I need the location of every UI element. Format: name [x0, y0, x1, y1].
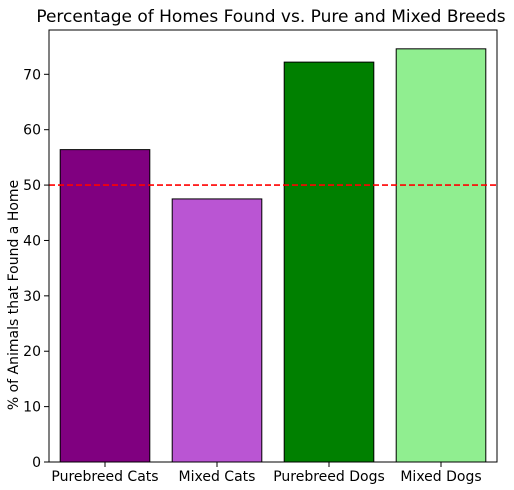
- y-tick-label: 20: [23, 344, 41, 360]
- y-tick-label: 10: [23, 400, 41, 416]
- bar-purebreed-dogs: [283, 61, 375, 463]
- bar-mixed-dogs: [395, 48, 487, 463]
- x-tick-label: Purebreed Cats: [51, 469, 158, 485]
- x-tick-label: Mixed Cats: [179, 469, 256, 485]
- y-tick-label: 0: [32, 455, 41, 471]
- chart-title: Percentage of Homes Found vs. Pure and M…: [36, 7, 505, 27]
- y-tick-label: 30: [23, 289, 41, 305]
- x-tick-label: Mixed Dogs: [400, 469, 481, 485]
- bar-mixed-cats: [171, 198, 263, 463]
- plot-frame: [48, 29, 498, 463]
- y-tick-label: 40: [23, 233, 41, 249]
- y-tick-label: 60: [23, 123, 41, 139]
- bar-purebreed-cats: [59, 149, 151, 463]
- y-tick-label: 70: [23, 67, 41, 83]
- y-axis-label: % of Animals that Found a Home: [6, 180, 22, 410]
- y-tick-label: 50: [23, 178, 41, 194]
- plot-area: Purebreed Cats Mixed Cats Purebreed Dogs Mi…: [23, 29, 498, 485]
- x-tick-label: Purebreed Dogs: [273, 469, 385, 485]
